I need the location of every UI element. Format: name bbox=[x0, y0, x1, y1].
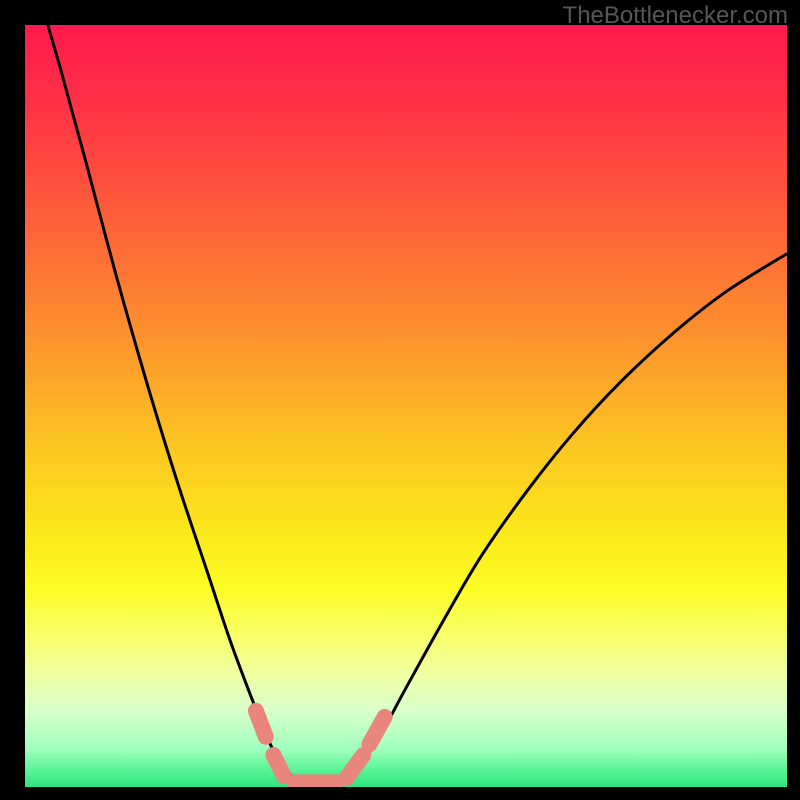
watermark-text: TheBottlenecker.com bbox=[563, 2, 788, 30]
image-root: TheBottlenecker.com bbox=[0, 0, 800, 800]
bottleneck-chart bbox=[0, 0, 800, 800]
chart-background-gradient bbox=[25, 25, 787, 787]
highlight-segment bbox=[273, 755, 284, 776]
highlight-segment bbox=[256, 711, 266, 737]
